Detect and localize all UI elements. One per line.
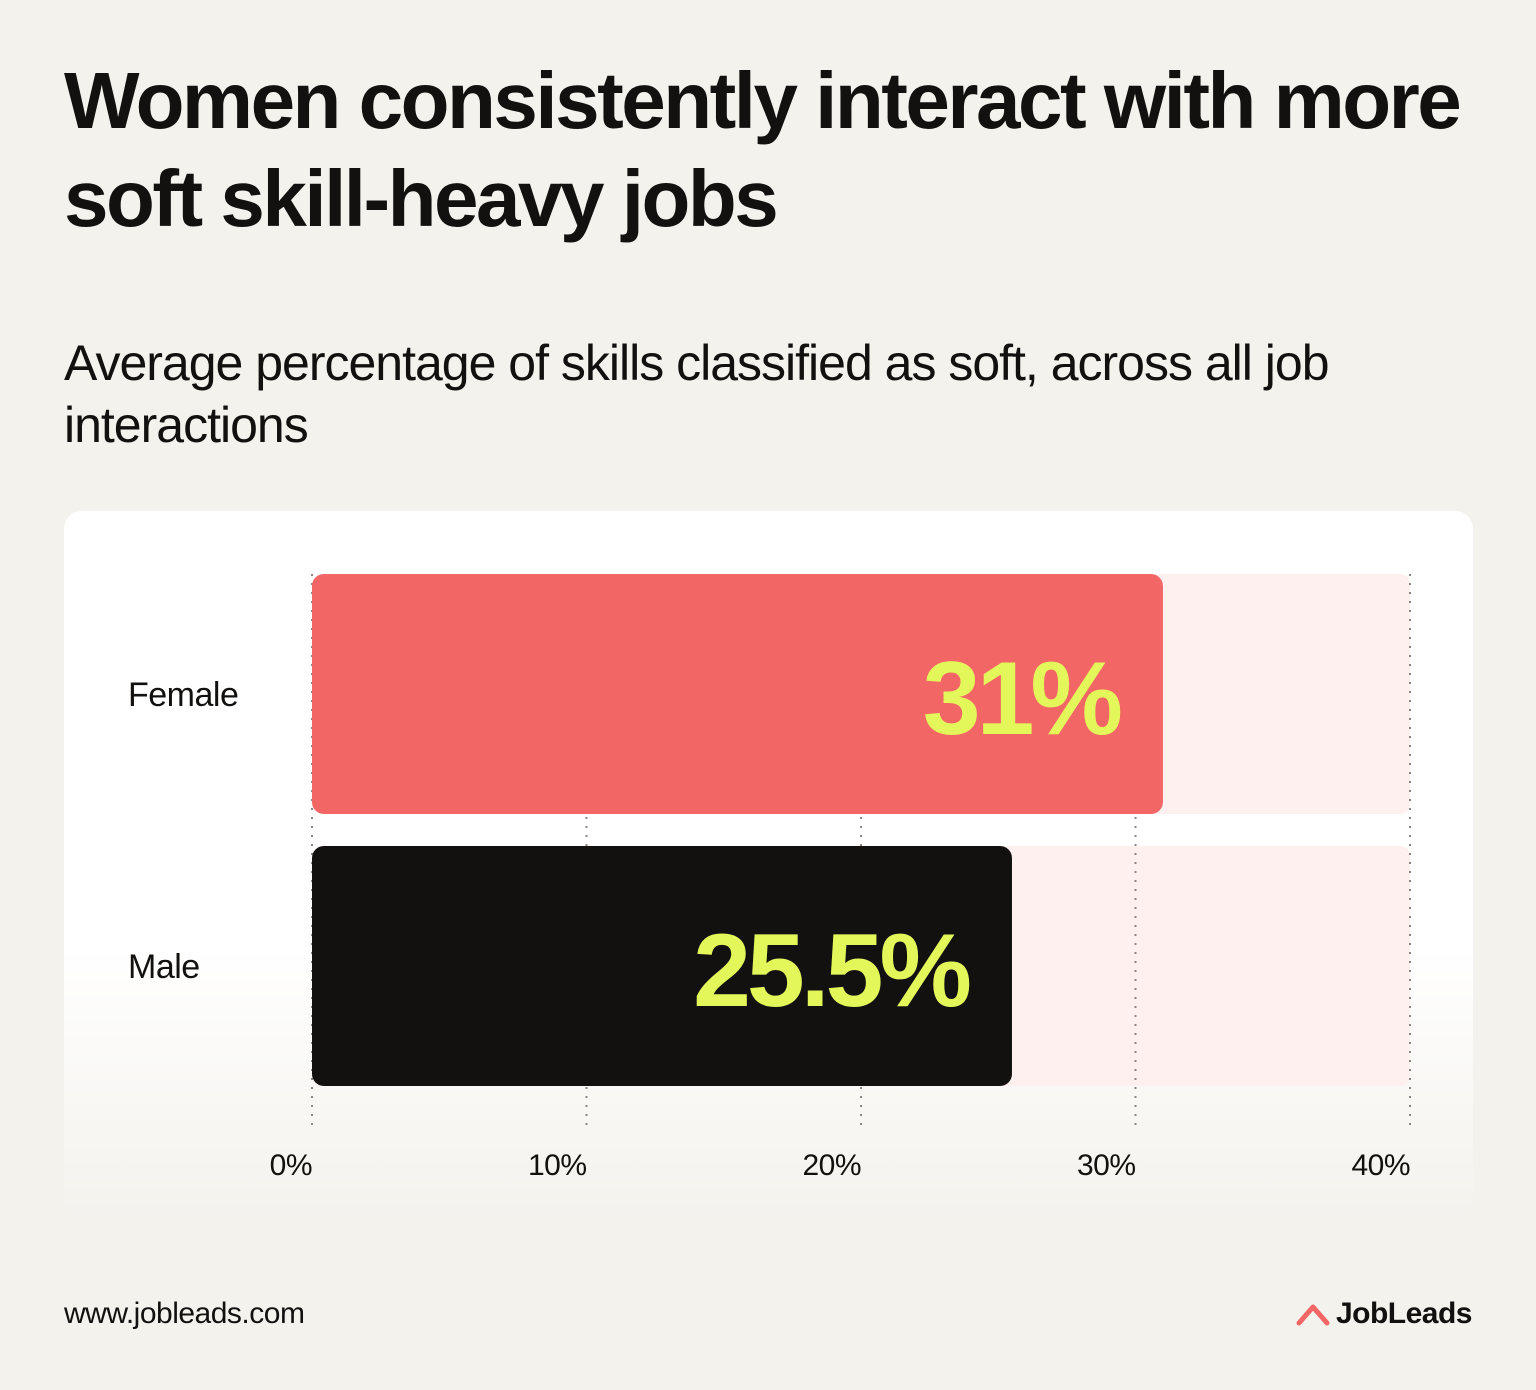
x-tick-label: 10% — [528, 1149, 587, 1182]
bar-chart: Female 31% Male 25.5% 0% 10% 20% 30% 40% — [128, 574, 1411, 1182]
chart-subtitle: Average percentage of skills classified … — [64, 335, 1330, 453]
value-label: 25.5% — [693, 913, 969, 1029]
bar-male — [312, 846, 1012, 1086]
value-label: 31% — [923, 641, 1121, 757]
x-tick-label: 0% — [270, 1149, 312, 1182]
category-label: Female — [128, 676, 238, 714]
chart-panel: Female 31% Male 25.5% 0% 10% 20% 30% 40% — [64, 511, 1473, 1216]
headline: Women consistently interact with more so… — [64, 56, 1462, 243]
jobleads-logo-icon — [1296, 1302, 1330, 1326]
category-label: Male — [128, 948, 200, 986]
bar-female — [312, 574, 1163, 814]
brand: JobLeads — [1296, 1296, 1473, 1332]
brand-name: JobLeads — [1335, 1297, 1473, 1330]
x-tick-label: 20% — [802, 1149, 861, 1182]
x-tick-label: 40% — [1351, 1149, 1410, 1182]
x-tick-label: 30% — [1077, 1149, 1136, 1182]
footer-url[interactable]: www.jobleads.com — [64, 1297, 305, 1330]
